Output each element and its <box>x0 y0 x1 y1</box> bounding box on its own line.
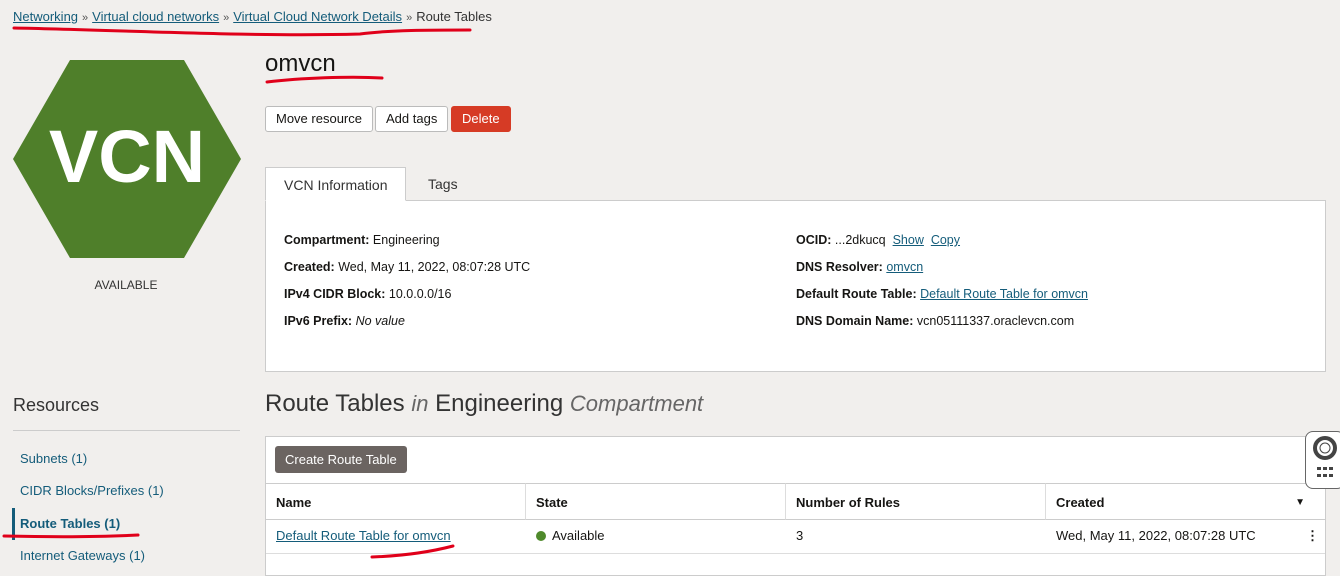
ocid-copy-link[interactable]: Copy <box>930 233 961 247</box>
dns-resolver-row: DNS Resolver: omvcn <box>796 260 924 274</box>
breadcrumb-separator: » <box>223 12 230 24</box>
column-header-name[interactable]: Name <box>266 483 526 520</box>
compartment-row: Compartment: Engineering <box>284 233 440 247</box>
sort-down-icon[interactable]: ▼ <box>1295 497 1305 508</box>
default-route-table-link[interactable]: Default Route Table for omvcn <box>920 287 1089 301</box>
breadcrumb-separator: » <box>406 12 413 24</box>
ocid-row: OCID: ...2dkucq Show Copy <box>796 233 961 247</box>
breadcrumb: Networking» Virtual cloud networks» Virtua… <box>13 9 492 24</box>
resource-subnets[interactable]: Subnets (1) <box>20 451 88 466</box>
move-resource-button[interactable]: Move resource <box>265 106 373 132</box>
delete-button[interactable]: Delete <box>451 106 511 132</box>
kebab-menu-icon[interactable]: ⋮ <box>1306 528 1319 543</box>
breadcrumb-separator: » <box>82 12 89 24</box>
vcn-logo: VCN <box>13 60 241 258</box>
tab-vcn-information[interactable]: VCN Information <box>265 167 407 201</box>
resource-internet-gateways[interactable]: Internet Gateways (1) <box>20 548 145 563</box>
rules-cell: 3 <box>786 520 1046 554</box>
dns-resolver-link[interactable]: omvcn <box>886 260 924 274</box>
resource-cidr-blocks[interactable]: CIDR Blocks/Prefixes (1) <box>20 483 164 498</box>
column-header-created[interactable]: Created ▼ <box>1046 483 1325 520</box>
column-header-rules[interactable]: Number of Rules <box>786 483 1046 520</box>
dns-domain-row: DNS Domain Name: vcn05111337.oraclevcn.c… <box>796 314 1075 328</box>
lifebuoy-icon <box>1313 436 1337 477</box>
default-route-table-row: Default Route Table: Default Route Table… <box>796 287 1089 301</box>
resource-route-tables[interactable]: Route Tables (1) <box>20 516 121 531</box>
vcn-info-panel <box>265 200 1326 372</box>
ipv6-row: IPv6 Prefix: No value <box>284 314 405 328</box>
state-cell: Available <box>526 520 786 554</box>
route-table-name-link[interactable]: Default Route Table for omvcn <box>276 528 451 543</box>
breadcrumb-vcn-details[interactable]: Virtual Cloud Network Details <box>233 9 403 24</box>
status-label: AVAILABLE <box>94 278 158 292</box>
add-tags-button[interactable]: Add tags <box>375 106 449 132</box>
section-heading: Route Tables in Engineering Compartment <box>265 390 704 417</box>
help-widget[interactable] <box>1305 431 1340 489</box>
resources-heading: Resources <box>13 395 100 415</box>
table-row: Default Route Table for omvcn <box>266 520 526 554</box>
created-row: Created: Wed, May 11, 2022, 08:07:28 UTC <box>284 260 531 274</box>
create-route-table-button[interactable]: Create Route Table <box>275 446 407 473</box>
column-header-state[interactable]: State <box>526 483 786 520</box>
page-title: omvcn <box>265 50 336 77</box>
tab-tags[interactable]: Tags <box>428 176 458 192</box>
cidr-row: IPv4 CIDR Block: 10.0.0.0/16 <box>284 287 452 301</box>
breadcrumb-current: Route Tables <box>416 9 492 24</box>
created-cell: Wed, May 11, 2022, 08:07:28 UTC ⋮ <box>1046 520 1325 554</box>
divider <box>13 430 240 431</box>
breadcrumb-networking[interactable]: Networking <box>13 9 79 24</box>
ocid-show-link[interactable]: Show <box>892 233 924 247</box>
breadcrumb-vcns[interactable]: Virtual cloud networks <box>92 9 220 24</box>
available-status-icon <box>536 531 546 541</box>
active-indicator <box>12 508 15 540</box>
svg-text:VCN: VCN <box>49 115 205 198</box>
